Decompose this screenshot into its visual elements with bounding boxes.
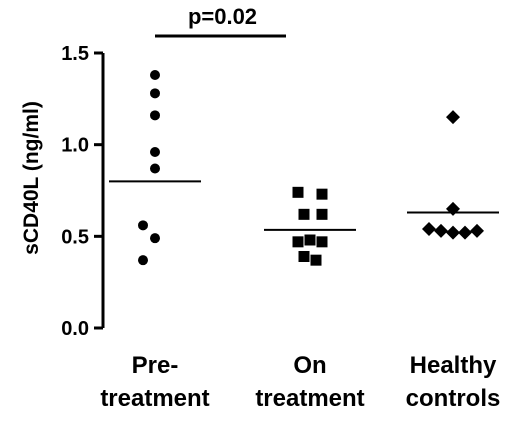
median-lines (109, 180, 499, 231)
y-tick-label: 1.5 (61, 43, 89, 65)
data-point-diamond (446, 225, 460, 240)
data-point-square (316, 236, 328, 248)
data-point-circle (150, 233, 160, 244)
data-point-square (292, 186, 304, 198)
category-labels: Pre-treatment On treatment Healthy controls (100, 352, 500, 412)
data-point-circle (138, 220, 148, 231)
data-point-circle (150, 110, 160, 121)
data-point-diamond (458, 225, 472, 240)
data-point-circle (150, 163, 160, 174)
annotations: p=0.02 (155, 4, 286, 38)
x-category-label: Healthy (410, 352, 497, 379)
y-ticks: 0.0 0.5 1.0 1.5 (61, 43, 103, 340)
x-category-label: Pre- (132, 352, 179, 379)
data-point-diamond (446, 201, 460, 216)
y-tick-label: 1.0 (61, 135, 89, 157)
y-tick-label: 0.0 (61, 318, 89, 340)
data-point-square (298, 251, 310, 262)
data-point-circle (138, 255, 148, 266)
y-axis-label: sCD40L (ng/ml) (20, 101, 43, 255)
data-point-circle (150, 70, 160, 80)
data-point-square (292, 236, 304, 248)
data-point-diamond (422, 222, 436, 236)
data-point-square (298, 208, 310, 220)
data-points (138, 70, 484, 266)
data-point-diamond (446, 110, 460, 125)
data-point-circle (150, 147, 160, 157)
data-point-square (310, 254, 322, 266)
data-point-circle (150, 88, 160, 99)
y-tick-label: 0.5 (61, 226, 89, 248)
p-value-label: p=0.02 (188, 4, 257, 29)
x-category-label: treatment (100, 385, 209, 412)
data-point-diamond (434, 223, 448, 238)
data-point-diamond (470, 223, 484, 238)
data-point-square (316, 208, 328, 220)
data-point-square (304, 234, 316, 246)
x-category-label: treatment (255, 385, 364, 412)
x-category-label: On (293, 352, 326, 379)
data-point-square (316, 188, 328, 200)
x-category-label: controls (406, 385, 501, 412)
